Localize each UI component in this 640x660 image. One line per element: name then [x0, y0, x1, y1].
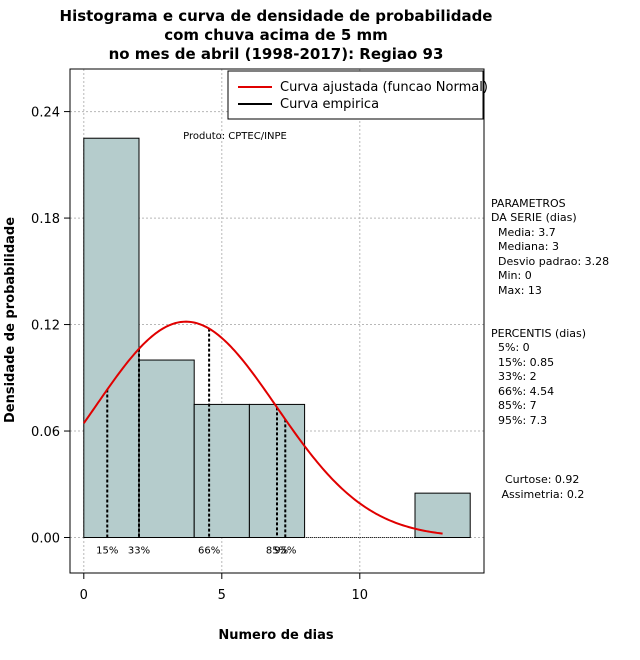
percentile-label: 66% — [198, 546, 220, 557]
legend-label-normal: Curva ajustada (funcao Normal) — [280, 80, 488, 95]
percentile-label: 95% — [274, 546, 296, 557]
y-tick-label: 0.00 — [31, 532, 60, 547]
x-tick-label: 0 — [80, 588, 88, 603]
y-axis-label: Densidade de probabilidade — [3, 217, 18, 423]
percentis-line: PERCENTIS (dias) — [491, 327, 586, 340]
percentis-line: 15%: 0.85 — [491, 356, 554, 369]
x-axis-label: Numero de dias — [218, 628, 334, 643]
percentile-label: 15% — [96, 546, 118, 557]
legend: Curva ajustada (funcao Normal) Curva emp… — [227, 70, 488, 120]
params-line: Min: 0 — [491, 269, 532, 282]
skewness-line: Assimetria: 0.2 — [498, 488, 584, 501]
params-line: PARAMETROS — [491, 197, 566, 210]
percentis-line: 5%: 0 — [491, 341, 530, 354]
legend-box — [227, 70, 484, 120]
percentis-line: 33%: 2 — [491, 370, 537, 383]
series-parameters-panel: PARAMETROS DA SERIE (dias) Media: 3.7 Me… — [491, 197, 609, 297]
y-tick-label: 0.12 — [31, 319, 60, 334]
legend-label-empirical: Curva empirica — [280, 97, 379, 112]
shape-stats-panel: Curtose: 0.92 Assimetria: 0.2 — [498, 473, 584, 501]
percentiles-panel: PERCENTIS (dias) 5%: 0 15%: 0.85 33%: 2 … — [491, 327, 586, 427]
x-axis: 0 5 10 — [80, 572, 369, 603]
percentile-label: 33% — [128, 546, 150, 557]
percentile-label: 85% — [266, 546, 288, 557]
x-tick-label: 5 — [218, 588, 226, 603]
y-axis: 0.00 0.06 0.12 0.18 0.24 — [31, 106, 71, 547]
params-line: DA SERIE (dias) — [491, 211, 577, 224]
x-tick-label: 10 — [352, 588, 369, 603]
percentile-lines: 15% 33% 66% 85%95% — [96, 328, 296, 557]
y-tick-label: 0.18 — [31, 212, 60, 227]
percentis-line: 85%: 7 — [491, 399, 537, 412]
chart-title: Histograma e curva de densidade de proba… — [60, 7, 493, 63]
title-line-2: com chuva acima de 5 mm — [164, 26, 388, 44]
histogram-bar — [138, 359, 195, 539]
percentis-line: 66%: 4.54 — [491, 385, 554, 398]
params-line: Mediana: 3 — [491, 240, 559, 253]
params-line: Desvio padrao: 3.28 — [491, 255, 609, 268]
histogram-bar — [83, 137, 140, 539]
kurtosis-line: Curtose: 0.92 — [498, 473, 579, 486]
title-line-3: no mes de abril (1998-2017): Regiao 93 — [109, 45, 444, 63]
histogram-bar — [193, 403, 250, 539]
y-tick-label: 0.24 — [31, 106, 60, 121]
normal-fit-curve — [82, 320, 443, 535]
y-tick-label: 0.06 — [31, 425, 60, 440]
product-annotation: Produto: CPTEC/INPE — [183, 131, 287, 142]
percentis-line: 95%: 7.3 — [491, 414, 547, 427]
params-line: Max: 13 — [491, 284, 542, 297]
params-line: Media: 3.7 — [491, 226, 556, 239]
title-line-1: Histograma e curva de densidade de proba… — [60, 7, 493, 25]
